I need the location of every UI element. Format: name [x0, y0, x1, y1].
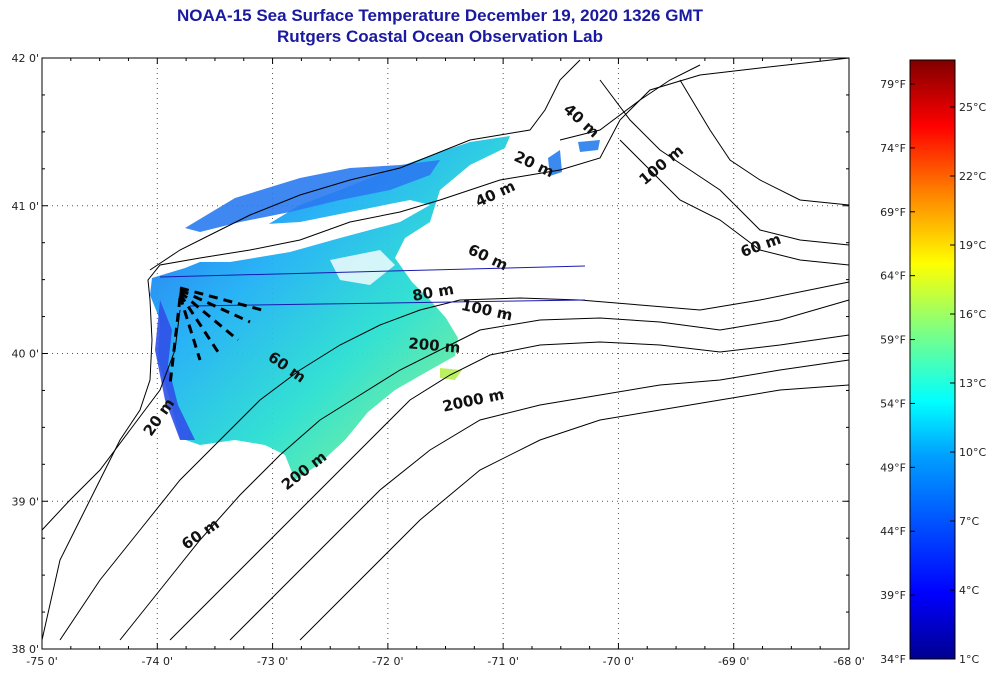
- colorbar-f-label: 64°F: [880, 270, 906, 283]
- lon-tick-label: -75 0': [26, 655, 58, 668]
- transect-lines: [159, 265, 586, 307]
- colorbar-f-label: 49°F: [880, 461, 906, 474]
- lon-tick-label: -68 0': [833, 655, 865, 668]
- sst-swath: [150, 136, 600, 480]
- colorbar-f-label: 59°F: [880, 334, 906, 347]
- lat-tick-label: 42 0': [11, 52, 39, 65]
- colorbar-celsius-labels: 25°C 22°C 19°C 16°C 13°C 10°C 7°C 4°C 1°C: [950, 101, 986, 666]
- frame-ticks: [41, 57, 850, 650]
- lon-tick-label: -72 0': [372, 655, 404, 668]
- colorbar-f-label: 69°F: [880, 206, 906, 219]
- lon-tick-label: -74 0': [142, 655, 174, 668]
- lat-tick-label: 39 0': [11, 495, 39, 508]
- colorbar-f-label: 79°F: [880, 78, 906, 91]
- colorbar-f-label: 54°F: [880, 397, 906, 410]
- lon-tick-label: -70 0': [603, 655, 635, 668]
- lat-tick-label: 41 0': [11, 200, 39, 213]
- lat-tick-label: 40 0': [11, 348, 39, 361]
- colorbar: 79°F 74°F 69°F 64°F 59°F 54°F 49°F 44°F 39°F 34°F…: [880, 59, 986, 666]
- colorbar-c-label: 25°C: [959, 101, 986, 114]
- lat-tick-label: 38 0': [11, 643, 39, 656]
- coastline-contours: [41, 57, 850, 641]
- colorbar-c-label: 1°C: [959, 653, 979, 666]
- colorbar-c-label: 16°C: [959, 308, 986, 321]
- lon-tick-label: -69 0': [718, 655, 750, 668]
- colorbar-c-label: 22°C: [959, 170, 986, 183]
- lon-tick-label: -71 0': [487, 655, 519, 668]
- latitude-tick-labels: 42 0' 41 0' 40 0' 39 0' 38 0': [11, 52, 39, 656]
- longitude-tick-labels: -75 0' -74 0' -73 0' -72 0' -71 0' -70 0' -69 …: [26, 655, 865, 668]
- map-title: NOAA-15 Sea Surface Temperature December…: [177, 6, 703, 25]
- colorbar-c-label: 19°C: [959, 239, 986, 252]
- colorbar-c-label: 4°C: [959, 584, 979, 597]
- colorbar-f-label: 44°F: [880, 525, 906, 538]
- colorbar-f-label: 74°F: [880, 142, 906, 155]
- colorbar-gradient: [909, 59, 956, 660]
- colorbar-c-label: 13°C: [959, 377, 986, 390]
- map-subtitle: Rutgers Coastal Ocean Observation Lab: [277, 27, 603, 46]
- colorbar-f-label: 34°F: [880, 653, 906, 666]
- colorbar-c-label: 10°C: [959, 446, 986, 459]
- colorbar-f-label: 39°F: [880, 589, 906, 602]
- contour-label: 200 m: [408, 334, 462, 356]
- colorbar-fahrenheit-labels: 79°F 74°F 69°F 64°F 59°F 54°F 49°F 44°F 39°F 34°F: [880, 78, 915, 666]
- lon-tick-label: -73 0': [257, 655, 289, 668]
- dashed-transects: [168, 286, 263, 386]
- colorbar-c-label: 7°C: [959, 515, 979, 528]
